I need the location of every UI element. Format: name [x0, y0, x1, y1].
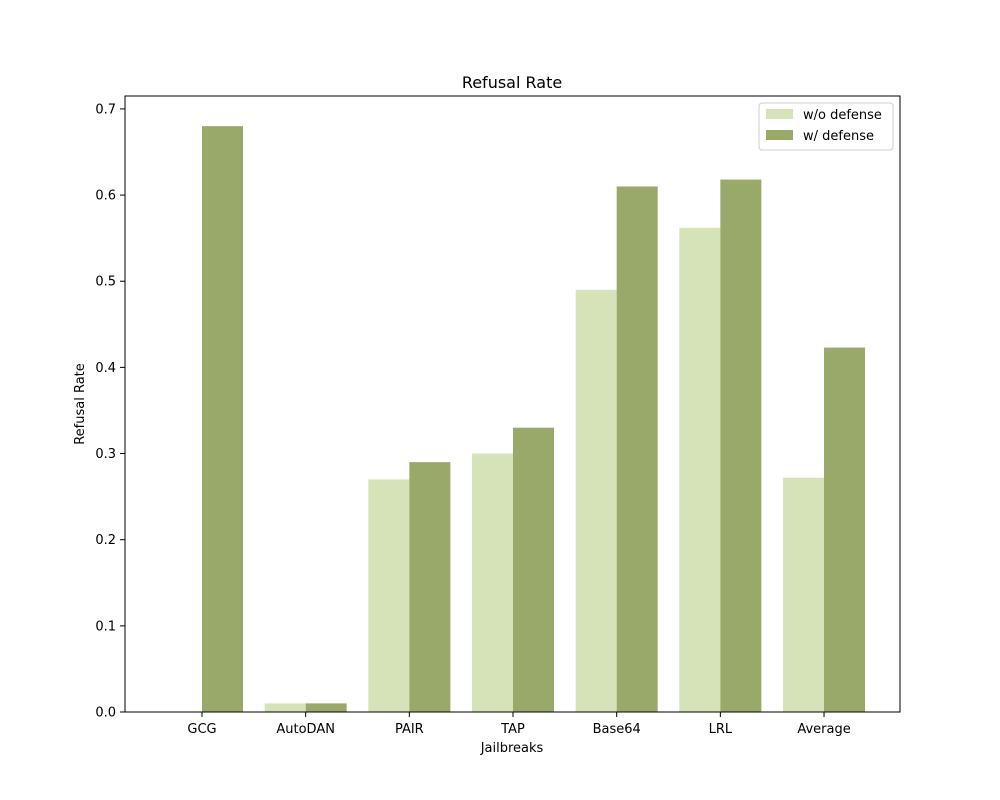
y-tick-label: 0.5: [95, 275, 116, 290]
y-tick-label: 0.7: [95, 102, 116, 117]
x-axis-label: Jailbreaks: [480, 741, 544, 756]
legend: w/o defense w/ defense: [758, 102, 894, 151]
bar-gcg-with-defense: [202, 126, 243, 712]
y-tick-label: 0.1: [95, 619, 116, 634]
bar-average-without-defense: [783, 477, 825, 712]
legend-swatch-with-defense: [766, 130, 793, 140]
y-tick-label: 0.3: [95, 447, 116, 462]
y-tick-label: 0.2: [95, 533, 116, 548]
x-tick-label-tap: TAP: [500, 722, 525, 737]
y-axis-ticks: 0.0 0.1 0.2 0.3 0.4 0.5 0.6 0.7: [95, 102, 125, 721]
y-tick-label: 0.6: [95, 189, 116, 204]
bar-tap-with-defense: [513, 427, 555, 712]
bar-pair-with-defense: [409, 462, 451, 712]
bar-average-with-defense: [824, 347, 866, 712]
x-tick-label-autodan: AutoDAN: [276, 722, 335, 737]
x-tick-label-base64: Base64: [593, 722, 641, 737]
chart-title: Refusal Rate: [462, 73, 562, 92]
bar-autodan-without-defense: [264, 703, 306, 712]
legend-swatch-without-defense: [766, 109, 793, 119]
y-tick-label: 0.4: [95, 361, 116, 376]
bar-base64-without-defense: [575, 289, 617, 712]
bar-lrl-with-defense: [720, 179, 762, 712]
plot-frame: [124, 95, 901, 713]
bar-autodan-with-defense: [305, 703, 347, 712]
legend-label-with-defense: w/ defense: [803, 129, 874, 144]
x-tick-label-pair: PAIR: [395, 722, 424, 737]
x-tick-label-lrl: LRL: [709, 722, 733, 737]
bar-base64-with-defense: [616, 186, 658, 712]
y-tick-label: 0.0: [95, 706, 116, 721]
bars-group: [202, 126, 866, 712]
bar-tap-without-defense: [472, 453, 514, 712]
bar-pair-without-defense: [368, 479, 410, 712]
legend-label-without-defense: w/o defense: [803, 108, 882, 123]
bar-lrl-without-defense: [679, 227, 721, 712]
x-tick-label-gcg: GCG: [187, 722, 216, 737]
x-axis-ticks: GCG AutoDAN PAIR TAP Base64 LRL Average: [187, 712, 851, 737]
y-axis-label: Refusal Rate: [73, 363, 88, 445]
x-tick-label-average: Average: [797, 722, 850, 737]
